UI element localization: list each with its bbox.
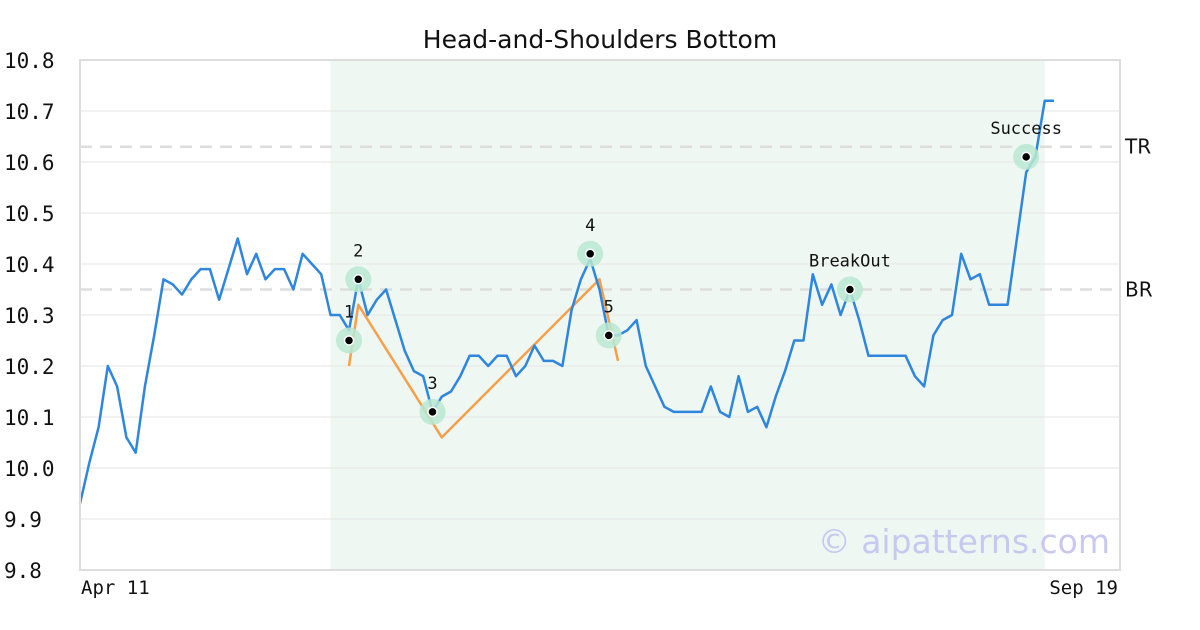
y-tick-label: 10.1 xyxy=(4,406,55,430)
pivot-dot xyxy=(1020,151,1032,163)
pivot-dot xyxy=(353,274,364,285)
y-tick-label: 10.0 xyxy=(4,457,55,481)
pivot-dot xyxy=(603,330,614,341)
pivot-dot xyxy=(427,406,438,418)
y-tick-label: 9.9 xyxy=(4,508,42,532)
y-tick-label: 10.6 xyxy=(4,151,55,175)
series-layer xyxy=(78,99,1054,504)
price-line xyxy=(78,99,1054,504)
pivot-4: 4 xyxy=(577,216,604,267)
pivot-5: 5 xyxy=(595,297,622,349)
pivot-breakout: BreakOut xyxy=(809,252,891,303)
pattern-outline-line xyxy=(347,278,620,439)
pivot-2: 2 xyxy=(345,241,372,293)
pivot-label: 2 xyxy=(353,241,363,261)
y-tick-label: 10.2 xyxy=(4,355,55,379)
y-tick-label: 10.3 xyxy=(4,304,55,328)
level-label-br: BR xyxy=(1125,278,1153,302)
y-tick-label: 10.8 xyxy=(4,49,55,73)
y-tick-label: 10.4 xyxy=(4,253,55,277)
x-tick-label-end: Sep 19 xyxy=(1049,577,1118,599)
pivot-dot xyxy=(343,335,355,346)
pivot-success: Success xyxy=(990,119,1062,170)
y-tick-label: 10.5 xyxy=(4,202,55,226)
plot-frame xyxy=(79,59,1121,571)
pivot-label: 3 xyxy=(427,374,437,394)
pivot-label: Success xyxy=(990,119,1062,139)
pivot-label: 5 xyxy=(604,297,614,317)
pivot-dot xyxy=(584,248,596,260)
grid-lines xyxy=(80,110,1120,520)
pivot-1: 1 xyxy=(336,303,363,354)
pivot-markers: 1 2 3 4 5 BreakOut Success xyxy=(336,119,1062,425)
x-tick-label-start: Apr 11 xyxy=(81,577,150,599)
y-tick-label: 9.8 xyxy=(4,559,42,583)
y-tick-label: 10.7 xyxy=(4,100,55,124)
y-axis-ticks: 10.8 10.7 10.6 10.5 10.4 10.3 10.2 10.1 10.0 9.9 9… xyxy=(4,49,55,583)
level-label-tr: TR xyxy=(1124,135,1151,159)
pivot-3: 3 xyxy=(419,374,446,425)
watermark: © aipatterns.com xyxy=(818,522,1110,561)
pivot-label: 4 xyxy=(585,216,595,236)
pivot-label: 1 xyxy=(344,303,354,323)
pivot-label: BreakOut xyxy=(809,252,891,272)
pivot-dot xyxy=(844,284,856,295)
chart-title: Head-and-Shoulders Bottom xyxy=(423,25,777,54)
